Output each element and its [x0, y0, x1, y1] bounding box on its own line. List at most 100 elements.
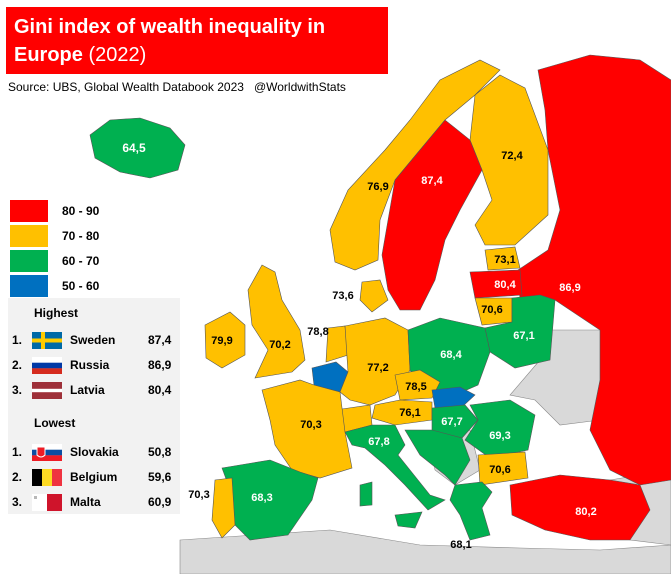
label-lithuania: 70,6 [481, 304, 503, 316]
rank-row: 3. Latvia 80,4 [8, 381, 178, 399]
country-value: 59,6 [148, 470, 172, 484]
country-name: Latvia [70, 383, 105, 397]
region-sicily [394, 511, 423, 529]
country-name: Slovakia [70, 445, 119, 459]
label-portugal: 70,3 [188, 489, 210, 501]
label-greece: 68,1 [450, 539, 472, 551]
rank-number: 3. [12, 383, 23, 397]
region-estonia [484, 246, 521, 271]
region-hungary [431, 404, 479, 439]
country-value: 50,8 [148, 445, 172, 459]
label-uk: 70,2 [269, 339, 291, 351]
label-belarus: 67,1 [513, 330, 535, 342]
legend-label: 80 - 90 [62, 204, 100, 218]
rank-number: 1. [12, 333, 23, 347]
rank-number: 2. [12, 470, 23, 484]
label-norway: 76,9 [367, 181, 389, 193]
region-sardinia [359, 481, 373, 507]
label-denmark: 73,6 [332, 290, 354, 302]
country-value: 87,4 [148, 333, 172, 347]
region-turkey [509, 474, 651, 541]
region-france [261, 379, 353, 479]
malta-flag [32, 494, 62, 511]
region-africa-gray [179, 529, 671, 574]
rank-number: 1. [12, 445, 23, 459]
legend-label: 50 - 60 [62, 279, 100, 293]
legend-item: 70 - 80 [10, 225, 170, 247]
legend-item: 60 - 70 [10, 250, 170, 272]
label-bulgaria: 70,6 [489, 464, 511, 476]
rank-row: 3. Malta 60,9 [8, 493, 178, 511]
country-value: 60,9 [148, 495, 172, 509]
label-iceland: 64,5 [122, 141, 146, 155]
author-handle: @WorldwithStats [253, 80, 346, 94]
legend-item: 80 - 90 [10, 200, 170, 222]
highest-heading: Highest [34, 306, 79, 320]
label-czechia: 78,5 [405, 381, 427, 393]
ranking-panel: Highest 1. Sweden 87,4 2. Russia 86,9 3.… [8, 298, 180, 514]
region-latvia [469, 269, 523, 299]
title-line-2: Europe (2022) [14, 44, 146, 67]
label-netherlands: 78,8 [307, 326, 329, 338]
country-name: Sweden [70, 333, 116, 347]
country-value: 86,9 [148, 358, 172, 372]
region-romania [464, 399, 536, 459]
russia-flag [32, 357, 62, 374]
legend-label: 60 - 70 [62, 254, 100, 268]
lowest-heading: Lowest [34, 416, 76, 430]
country-name: Russia [70, 358, 110, 372]
rank-number: 3. [12, 495, 23, 509]
country-name: Belgium [70, 470, 118, 484]
title-year: (2022) [88, 44, 147, 66]
label-finland: 72,4 [501, 150, 523, 162]
region-germany [339, 317, 411, 406]
region-slovakia [431, 386, 476, 409]
label-latvia: 80,4 [494, 279, 516, 291]
region-netherlands [325, 325, 349, 363]
region-uk [247, 264, 306, 379]
region-italy [344, 424, 446, 511]
label-italy: 67,8 [368, 436, 390, 448]
legend-swatch [10, 250, 48, 272]
region-belarus [484, 294, 556, 369]
label-turkey: 80,2 [575, 506, 597, 518]
source-line: Source: UBS, Global Wealth Databook 2023… [8, 80, 346, 94]
sweden-flag [32, 332, 62, 349]
label-romania: 69,3 [489, 430, 511, 442]
country-name: Malta [70, 495, 101, 509]
region-ireland [204, 311, 246, 369]
label-germany: 77,2 [367, 362, 389, 374]
label-estonia: 73,1 [494, 254, 516, 266]
region-sweden [381, 119, 483, 311]
region-russia [517, 54, 671, 486]
legend-swatch [10, 275, 48, 297]
legend-item: 50 - 60 [10, 275, 170, 297]
label-hungary: 67,7 [441, 416, 463, 428]
slovakia-flag [32, 444, 62, 461]
label-poland: 68,4 [440, 349, 462, 361]
region-denmark [359, 279, 389, 313]
label-france: 70,3 [300, 419, 322, 431]
legend-swatch [10, 225, 48, 247]
region-portugal [211, 477, 236, 539]
region-bulgaria [477, 451, 529, 486]
country-value: 80,4 [148, 383, 172, 397]
rank-row: 1. Slovakia 50,8 [8, 443, 178, 461]
label-sweden: 87,4 [421, 175, 443, 187]
belgium-flag [32, 469, 62, 486]
region-norway [329, 59, 501, 271]
latvia-flag [32, 382, 62, 399]
label-austria: 76,1 [399, 407, 421, 419]
title-region: Europe [14, 44, 83, 66]
title-line-1: Gini index of wealth inequality in [14, 16, 326, 38]
source-text: Source: UBS, Global Wealth Databook 2023 [8, 80, 244, 94]
rank-row: 2. Russia 86,9 [8, 356, 178, 374]
region-western-balkans [404, 429, 471, 486]
legend-label: 70 - 80 [62, 229, 100, 243]
label-ireland: 79,9 [211, 335, 233, 347]
rank-number: 2. [12, 358, 23, 372]
rank-row: 2. Belgium 59,6 [8, 468, 178, 486]
region-greece [449, 481, 493, 541]
